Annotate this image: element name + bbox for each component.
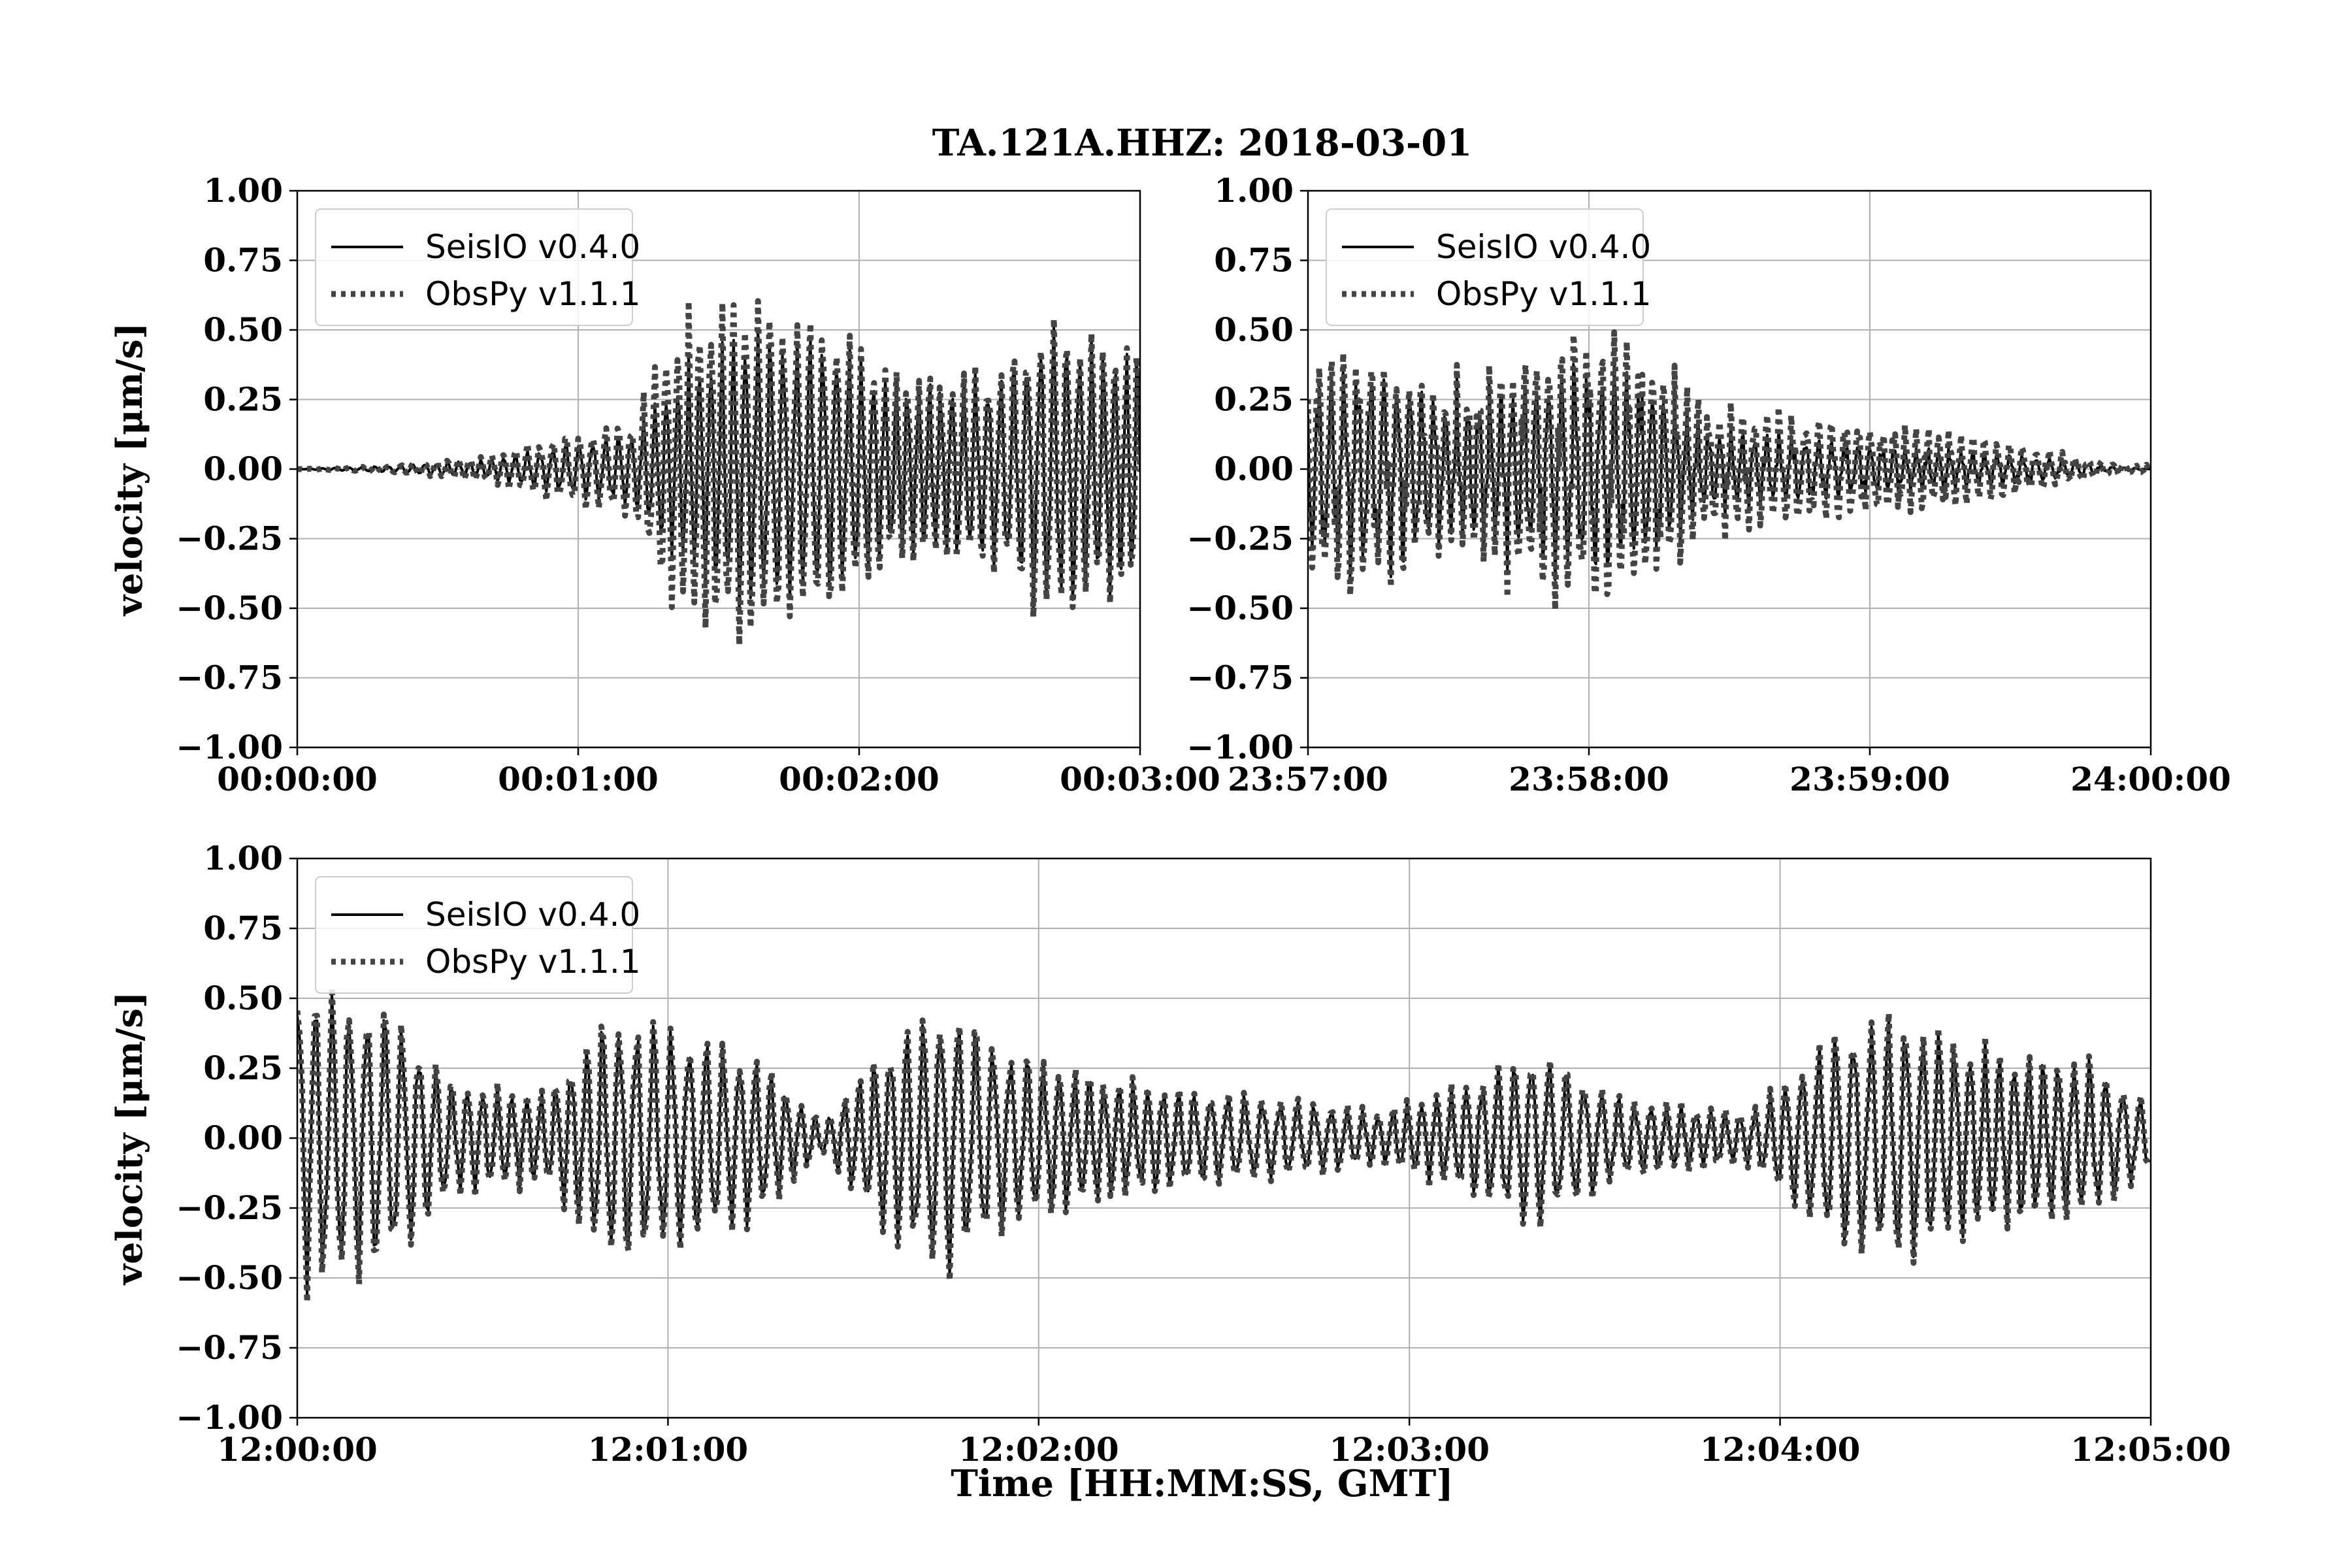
y-tick-label: 0.50 [203, 979, 283, 1017]
legend-label: SeisIO v0.4.0 [425, 896, 640, 934]
y-tick-label: −0.50 [176, 1258, 283, 1297]
y-tick-label: 0.00 [203, 449, 283, 488]
y-tick-label: −0.75 [176, 659, 283, 697]
series-group [297, 298, 1140, 648]
series-line-obspy [1308, 329, 2151, 613]
chart-panel-top-left: 00:00:00 00:01:00 00:02:00 00:03:00 1.00 0.75… [108, 171, 1220, 798]
y-tick-label: 0.75 [203, 909, 283, 947]
y-tick-label: 0.75 [203, 241, 283, 280]
x-tick-label: 23:59:00 [1789, 760, 1950, 798]
legend-label: ObsPy v1.1.1 [425, 943, 641, 981]
y-tick-label: 1.00 [203, 839, 283, 877]
y-tick-label: −0.25 [176, 519, 283, 558]
x-tick-label: 00:02:00 [779, 760, 939, 798]
y-axis-label: velocity [μm/s] [108, 323, 150, 617]
x-tick-label: 12:02:00 [958, 1430, 1119, 1469]
y-tick-label: −0.25 [1186, 519, 1294, 558]
series-line-obspy [297, 984, 2151, 1305]
y-tick-label: −0.50 [1186, 589, 1294, 627]
legend: SeisIO v0.4.0 ObsPy v1.1.1 [1326, 208, 1652, 326]
y-tick-label: −1.00 [176, 1398, 283, 1437]
y-tick-label: 0.00 [203, 1119, 283, 1157]
y-tick-label: 1.00 [203, 171, 283, 210]
series-group [297, 984, 2151, 1305]
figure-title: TA.121A.HHZ: 2018-03-01 [932, 122, 1472, 165]
y-tick-label: 0.50 [203, 310, 283, 349]
legend: SeisIO v0.4.0 ObsPy v1.1.1 [315, 876, 641, 994]
y-tick-label: −1.00 [1186, 728, 1294, 766]
y-tick-label: −1.00 [176, 728, 283, 766]
x-tick-label: 00:01:00 [498, 760, 659, 798]
y-tick-label: 0.25 [203, 1049, 283, 1087]
x-tick-label: 24:00:00 [2070, 760, 2231, 798]
y-axis-label: velocity [μm/s] [108, 992, 150, 1286]
y-tick-label: 0.50 [1214, 310, 1294, 349]
y-tick-label: −0.75 [1186, 659, 1294, 697]
x-tick-label: 12:03:00 [1329, 1430, 1490, 1469]
legend-box [315, 208, 633, 326]
chart-panel-bottom: 12:00:00 12:01:00 12:02:00 12:03:00 12:04:00… [108, 839, 2231, 1469]
x-tick-label: 23:57:00 [1228, 760, 1388, 798]
y-tick-label: 0.25 [1214, 380, 1294, 419]
series-group [1308, 329, 2151, 613]
y-tick-label: 0.75 [1214, 241, 1294, 280]
y-tick-label: 0.00 [1214, 449, 1294, 488]
y-tick-label: −0.25 [176, 1188, 283, 1227]
legend: SeisIO v0.4.0 ObsPy v1.1.1 [315, 208, 641, 326]
y-tick-label: −0.50 [176, 589, 283, 627]
series-line-obspy [297, 298, 1140, 648]
x-tick-label: 00:00:00 [217, 760, 378, 798]
x-tick-label: 23:58:00 [1509, 760, 1669, 798]
x-tick-label: 12:00:00 [217, 1430, 378, 1469]
y-tick-label: 1.00 [1214, 171, 1294, 210]
legend-label: ObsPy v1.1.1 [1436, 275, 1652, 313]
legend-label: ObsPy v1.1.1 [425, 275, 641, 313]
legend-label: SeisIO v0.4.0 [425, 228, 640, 266]
x-tick-label: 12:01:00 [588, 1430, 749, 1469]
legend-label: SeisIO v0.4.0 [1436, 228, 1651, 266]
x-tick-label: 12:05:00 [2070, 1430, 2231, 1469]
legend-box [1326, 208, 1644, 326]
figure-xlabel: Time [HH:MM:SS, GMT] [951, 1462, 1454, 1505]
legend-box [315, 876, 633, 994]
y-tick-label: 0.25 [203, 380, 283, 419]
x-tick-label: 00:03:00 [1060, 760, 1220, 798]
chart-panel-top-right: 23:57:00 23:58:00 23:59:00 24:00:00 1.00 0.75… [1186, 171, 2231, 798]
panels: 00:00:00 00:01:00 00:02:00 00:03:00 1.00 0.75… [108, 171, 2231, 1469]
y-tick-label: −0.75 [176, 1328, 283, 1367]
x-tick-label: 12:04:00 [1700, 1430, 1861, 1469]
